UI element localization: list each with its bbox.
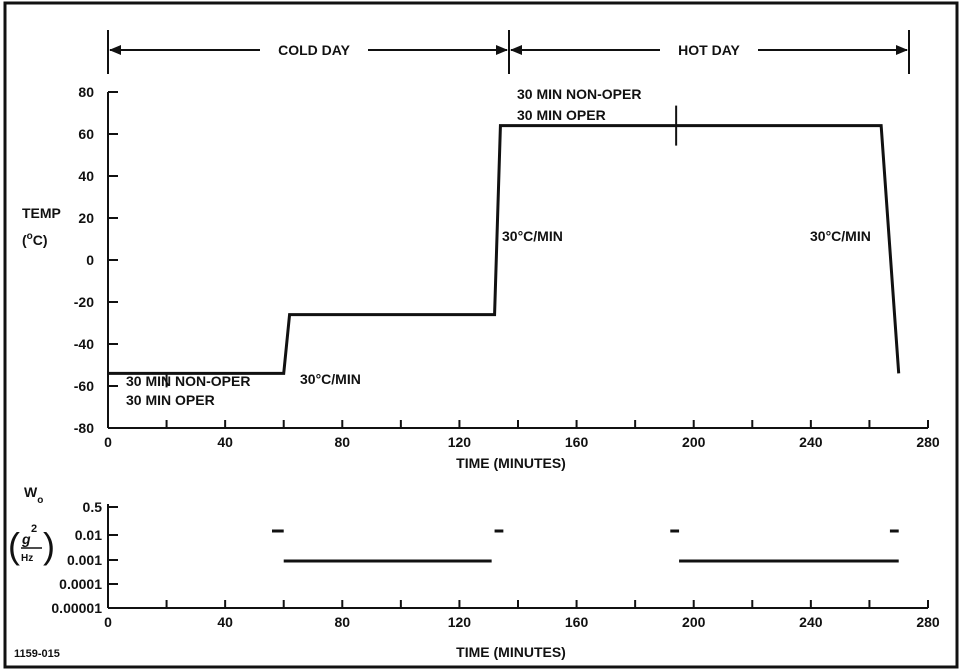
temp-x-tick-label: 240	[799, 434, 823, 450]
temp-x-label: TIME (MINUTES)	[456, 455, 566, 471]
hot-day-label: HOT DAY	[678, 42, 740, 58]
temp-y-axis: 80 60 40 20 0 -20 -40 -60 -80	[74, 84, 118, 436]
temp-x-tick-label: 200	[682, 434, 706, 450]
cold-day-arrowhead-left	[109, 45, 121, 55]
vib-x-tick-label: 0	[104, 614, 112, 630]
vib-x-tick-label: 80	[334, 614, 350, 630]
hot-dwell-annotation-1: 30 MIN NON-OPER	[517, 86, 641, 102]
vib-x-tick-label: 40	[217, 614, 233, 630]
degree-mark: o	[27, 231, 33, 242]
hot-day-arrowhead-right	[896, 45, 908, 55]
temp-y-tick-label: -80	[74, 420, 94, 436]
vib-x-tick-label: 280	[916, 614, 940, 630]
temp-y-tick-label: 40	[78, 168, 94, 184]
temp-y-label: TEMP	[22, 205, 61, 221]
vib-x-label: TIME (MINUTES)	[456, 644, 566, 660]
vib-unit-exponent: 2	[31, 523, 37, 535]
temp-series	[108, 105, 901, 388]
temp-y-ticks: 80 60 40 20 0 -20 -40 -60 -80	[74, 84, 118, 436]
temp-x-tick-label: 160	[565, 434, 589, 450]
vib-unit-open-paren: (	[8, 525, 20, 566]
temp-x-tick-label: 280	[916, 434, 940, 450]
vib-y-label-sub: o	[37, 495, 43, 506]
temp-y-tick-label: -40	[74, 336, 94, 352]
vib-unit-denominator: Hz	[21, 553, 33, 564]
hot-dwell-annotation-2: 30 MIN OPER	[517, 107, 606, 123]
cold-dwell-annotation-2: 30 MIN OPER	[126, 392, 215, 408]
vib-x-tick-label: 120	[448, 614, 472, 630]
vib-y-axis: 0.5 0.01 0.001 0.0001 0.00001	[51, 499, 118, 616]
temp-x-tick-label: 80	[334, 434, 350, 450]
vib-y-tick-label: 0.001	[67, 552, 102, 568]
temp-annotations: 30 MIN NON-OPER 30 MIN OPER 30 MIN NON-O…	[126, 86, 871, 408]
vibration-chart: 0.5 0.01 0.001 0.0001 0.00001 0 40 80 120 160 200…	[8, 484, 940, 660]
vib-y-tick-label: 0.00001	[51, 600, 102, 616]
temp-y-tick-label: 60	[78, 126, 94, 142]
temp-y-tick-label: -20	[74, 294, 94, 310]
temp-y-tick-label: 0	[86, 252, 94, 268]
vib-y-unit: ( g 2 Hz )	[8, 523, 55, 566]
vib-x-tick-label: 200	[682, 614, 706, 630]
vib-unit-numerator: g	[21, 531, 31, 547]
vib-y-tick-label: 0.01	[75, 527, 102, 543]
ramp-rate-annotation-1: 30°C/MIN	[300, 371, 361, 387]
vib-x-tick-label: 160	[565, 614, 589, 630]
temperature-profile-line	[108, 124, 901, 375]
vib-y-label-main: W	[24, 484, 38, 500]
temp-y-tick-label: 20	[78, 210, 94, 226]
period-header: COLD DAY HOT DAY	[107, 30, 910, 74]
temp-x-tick-label: 40	[217, 434, 233, 450]
vib-y-tick-label: 0.0001	[59, 576, 102, 592]
temp-x-tick-label: 120	[448, 434, 472, 450]
vib-unit-close-paren: )	[43, 525, 55, 566]
vib-x-ticks: 0 40 80 120 160 200 240 280	[104, 600, 940, 630]
ramp-rate-annotation-2: 30°C/MIN	[502, 228, 563, 244]
ramp-rate-annotation-3: 30°C/MIN	[810, 228, 871, 244]
vib-x-axis: 0 40 80 120 160 200 240 280	[104, 600, 940, 630]
figure-border	[3, 1, 959, 669]
temp-x-tick-label: 0	[104, 434, 112, 450]
temp-y-unit: (oC)	[22, 231, 48, 248]
temp-x-ticks: 0 40 80 120 160 200 240 280	[104, 420, 940, 450]
hot-day-arrowhead-left	[510, 45, 522, 55]
vib-y-label: Wo	[24, 484, 43, 506]
vib-series	[272, 529, 899, 563]
temp-y-tick-label: -60	[74, 378, 94, 394]
vib-y-ticks: 0.5 0.01 0.001 0.0001 0.00001	[51, 499, 118, 616]
temp-y-tick-label: 80	[78, 84, 94, 100]
cold-dwell-annotation-1: 30 MIN NON-OPER	[126, 373, 250, 389]
vib-y-tick-label: 0.5	[83, 499, 103, 515]
vib-x-tick-label: 240	[799, 614, 823, 630]
temp-x-axis: 0 40 80 120 160 200 240 280	[104, 420, 940, 450]
figure-id: 1159-015	[14, 648, 60, 660]
cold-day-arrowhead-right	[496, 45, 508, 55]
cold-day-label: COLD DAY	[278, 42, 350, 58]
